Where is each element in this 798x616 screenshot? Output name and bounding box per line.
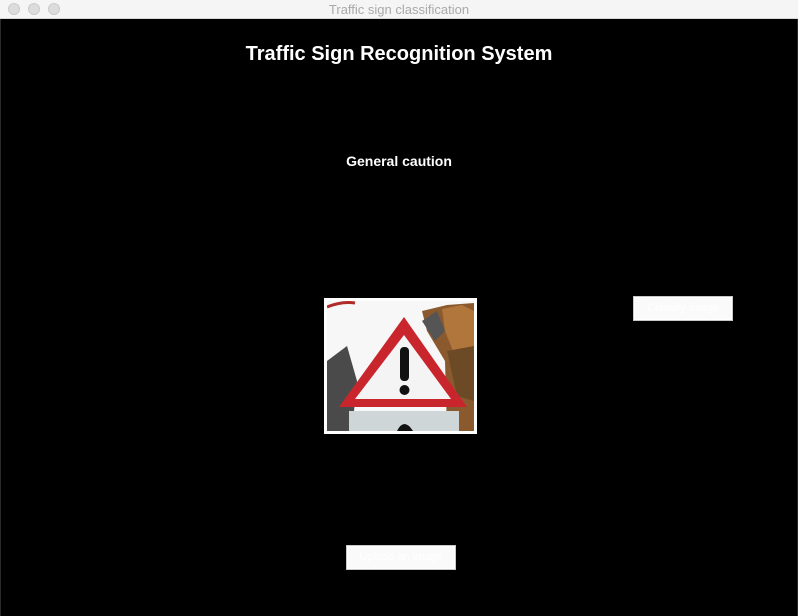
main-content: Traffic Sign Recognition System General … [0,19,798,616]
uploaded-sign-image [324,298,477,434]
minimize-window-icon[interactable] [28,3,40,15]
warning-triangle-sign-icon [327,301,474,431]
page-title: Traffic Sign Recognition System [245,43,553,65]
upload-image-button[interactable]: Upload an image [346,545,456,570]
title-bar: Traffic sign classification [0,0,798,19]
window-title: Traffic sign classification [328,2,470,17]
maximize-window-icon[interactable] [48,3,60,15]
prediction-label: General caution [346,153,452,169]
classify-image-button[interactable]: Classify Image [633,296,733,321]
close-window-icon[interactable] [8,3,20,15]
